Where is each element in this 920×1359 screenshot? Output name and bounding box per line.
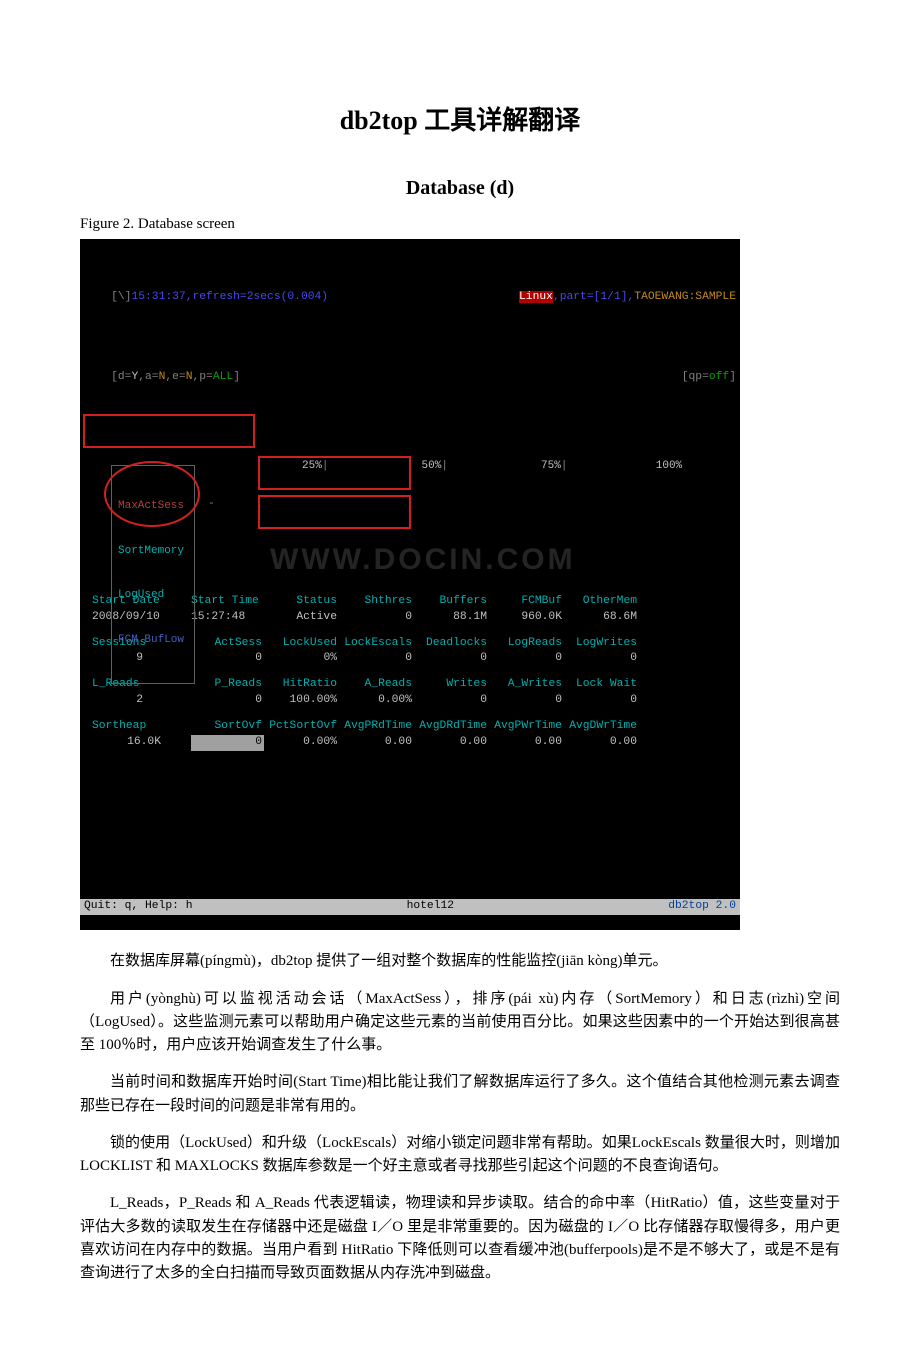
page-title: db2top 工具详解翻译 [80, 100, 840, 137]
paragraph-3: 当前时间和数据库开始时间(Start Time)相比能让我们了解数据库运行了多久… [80, 1071, 840, 1118]
red-box-3 [258, 495, 411, 529]
grid-values-4: 16.0K 0 0.00% 0.00 0.00 0.00 0.00 [86, 735, 734, 751]
term-os: Linux [519, 291, 553, 303]
statusbar: Quit: q, Help: h hotel12 db2top 2.0 [80, 899, 740, 915]
legend-fcmbuflow: FCM BufLow [118, 633, 184, 648]
statusbar-version: db2top 2.0 [668, 899, 736, 915]
legend-dash: - [208, 497, 215, 513]
section-heading: Database (d) [80, 177, 840, 200]
grid-header-4: Sortheap SortOvf PctSortOvf AvgPRdTime A… [86, 719, 734, 735]
grid-values-3: 2 0 100.00% 0.00% 0 0 0 [86, 693, 734, 709]
legend-sortmemory: SortMemory [118, 544, 184, 559]
term-part: ,part=[1/1], [553, 291, 634, 303]
statusbar-host: hotel12 [192, 899, 668, 915]
figure-caption: Figure 2. Database screen [80, 216, 840, 233]
red-oval-annotation [104, 461, 200, 527]
term-time: 15:31:37 [131, 291, 185, 303]
terminal-screenshot: [\]15:31:37,refresh=2secs(0.004) Linux,pa… [80, 239, 740, 930]
term-host: TAOEWANG:SAMPLE [634, 291, 736, 303]
term-refresh: ,refresh=2secs(0.004) [186, 291, 328, 303]
statusbar-quit: Quit: q, Help: h [84, 899, 192, 915]
red-box-2 [258, 456, 411, 490]
red-box-1 [83, 414, 255, 448]
paragraph-5: L_Reads，P_Reads 和 A_Reads 代表逻辑读，物理读和异步读取… [80, 1192, 840, 1285]
paragraph-4: 锁的使用（LockUsed）和升级（LockEscals）对缩小锁定问题非常有帮… [80, 1132, 840, 1179]
paragraph-1: 在数据库屏幕(píngmù)，db2top 提供了一组对整个数据库的性能监控(j… [80, 950, 840, 973]
legend-logused: LogUsed [118, 588, 184, 603]
paragraph-2: 用户(yònghù)可以监视活动会话（MaxActSess），排序(pái xù… [80, 988, 840, 1058]
term-bracket: [\] [111, 291, 131, 303]
